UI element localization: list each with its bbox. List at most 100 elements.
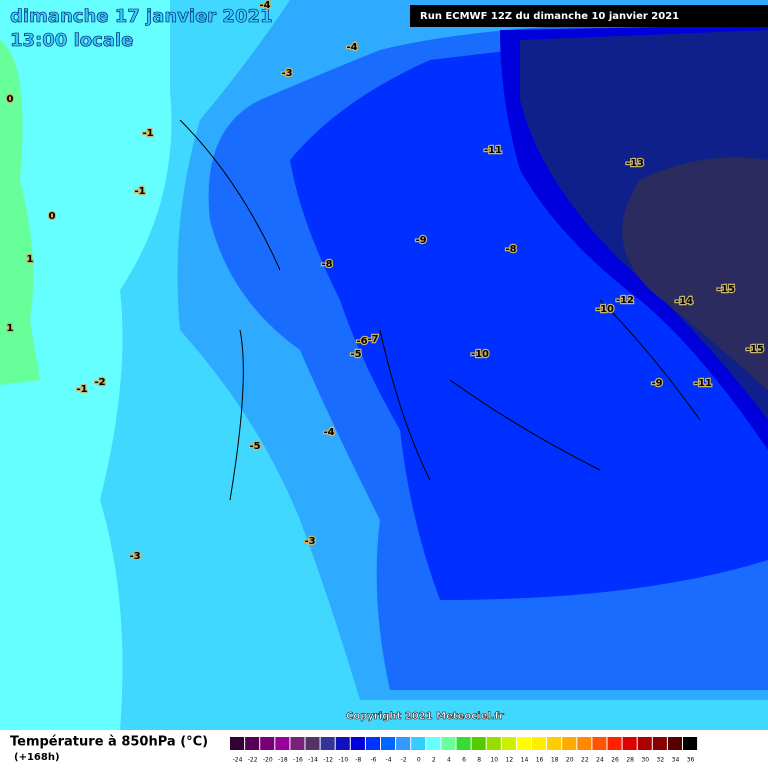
colorbar-swatch [365, 737, 380, 750]
contour-label: -13 [626, 158, 644, 169]
colorbar-label: 10 [490, 757, 498, 764]
colorbar-swatch [290, 737, 305, 750]
colorbar-swatch [607, 737, 622, 750]
colorbar-label: 18 [551, 757, 559, 764]
contour-label: -9 [415, 235, 426, 246]
colorbar-label: 30 [641, 757, 649, 764]
footer-title: Température à 850hPa (°C) [10, 735, 208, 750]
contour-label: -6 [356, 336, 367, 347]
colorbar-label: -6 [370, 757, 376, 764]
contour-label: -5 [249, 441, 260, 452]
colorbar-label: 16 [536, 757, 544, 764]
colorbar-label: 24 [596, 757, 604, 764]
contour-label: -15 [717, 284, 735, 295]
colorbar-label: -18 [278, 757, 288, 764]
colorbar-label: 20 [566, 757, 574, 764]
colorbar-swatch [516, 737, 531, 750]
contour-label: 0 [49, 211, 56, 222]
colorbar-label: 6 [462, 757, 466, 764]
contour-label: -7 [367, 334, 378, 345]
contour-label: 0 [7, 94, 14, 105]
colorbar-swatch [260, 737, 275, 750]
colorbar-swatch [275, 737, 290, 750]
colorbar-swatch [637, 737, 652, 750]
contour-label: -5 [350, 349, 361, 360]
colorbar-swatch [245, 737, 260, 750]
colorbar-label: -4 [386, 757, 392, 764]
colorbar-swatch [577, 737, 592, 750]
contour-label: -4 [346, 42, 357, 53]
colorbar-swatch [320, 737, 335, 750]
contour-label: -14 [675, 296, 693, 307]
colorbar-swatch [652, 737, 667, 750]
colorbar-label: -10 [338, 757, 348, 764]
colorbar-swatch [305, 737, 320, 750]
lead-time: (+168h) [14, 752, 60, 763]
contour-label: -10 [596, 304, 614, 315]
colorbar-swatch [486, 737, 501, 750]
colorbar-label: 12 [506, 757, 514, 764]
contour-label: -10 [471, 349, 489, 360]
colorbar-label: 36 [687, 757, 695, 764]
colorbar-label: 26 [611, 757, 619, 764]
copyright: Copyright 2021 Meteociel.fr [346, 711, 504, 722]
colorbar-swatch [532, 737, 547, 750]
colorbar-swatch [592, 737, 607, 750]
contour-label: 1 [7, 323, 14, 334]
colorbar-label: -2 [401, 757, 407, 764]
contour-label: -3 [304, 536, 315, 547]
colorbar-label: 0 [417, 757, 421, 764]
colorbar-swatch [562, 737, 577, 750]
contour-label: -4 [323, 427, 334, 438]
forecast-time: 13:00 locale [10, 30, 133, 51]
contour-label: -11 [484, 145, 502, 156]
contour-label: -3 [281, 68, 292, 79]
colorbar-swatch [396, 737, 411, 750]
contour-label: -4 [259, 0, 270, 11]
colorbar-swatch [622, 737, 637, 750]
colorbar-swatch [683, 737, 698, 750]
colorbar-swatch [335, 737, 350, 750]
colorbar-label: -22 [248, 757, 258, 764]
contour-label: 1 [27, 254, 34, 265]
contour-label: -8 [321, 259, 332, 270]
colorbar-label: -16 [293, 757, 303, 764]
colorbar-swatch [441, 737, 456, 750]
colorbar-swatch [471, 737, 486, 750]
colorbar-label: 2 [432, 757, 436, 764]
colorbar-label: 14 [521, 757, 529, 764]
run-label: Run ECMWF 12Z du dimanche 10 janvier 202… [420, 11, 679, 22]
colorbar-swatch [547, 737, 562, 750]
colorbar-label: 4 [447, 757, 451, 764]
contour-label: -1 [134, 186, 145, 197]
colorbar-label: -24 [233, 757, 243, 764]
contour-label: -2 [94, 377, 105, 388]
contour-label: -3 [129, 551, 140, 562]
zone-minus15 [622, 157, 768, 390]
colorbar-label: 28 [626, 757, 634, 764]
colorbar-swatch [456, 737, 471, 750]
contour-label: -12 [616, 295, 634, 306]
colorbar-swatch [230, 737, 245, 750]
coastlines [179, 119, 701, 501]
colorbar-swatch [426, 737, 441, 750]
colorbar-label: 8 [477, 757, 481, 764]
colorbar-label: -14 [308, 757, 318, 764]
run-banner [410, 5, 768, 27]
contour-label: -8 [505, 244, 516, 255]
colorbar-swatch [381, 737, 396, 750]
contour-label: -1 [76, 384, 87, 395]
colorbar-swatch [411, 737, 426, 750]
colorbar-label: 22 [581, 757, 589, 764]
colorbar-label: -8 [355, 757, 361, 764]
colorbar-label: -12 [323, 757, 333, 764]
contour-label: -11 [694, 378, 712, 389]
colorbar-swatch [350, 737, 365, 750]
colorbar-swatch [667, 737, 682, 750]
colorbar-swatch [501, 737, 516, 750]
colorbar-label: -20 [263, 757, 273, 764]
forecast-date: dimanche 17 janvier 2021 [10, 6, 273, 27]
contour-label: -1 [142, 128, 153, 139]
contour-label: -15 [746, 344, 764, 355]
